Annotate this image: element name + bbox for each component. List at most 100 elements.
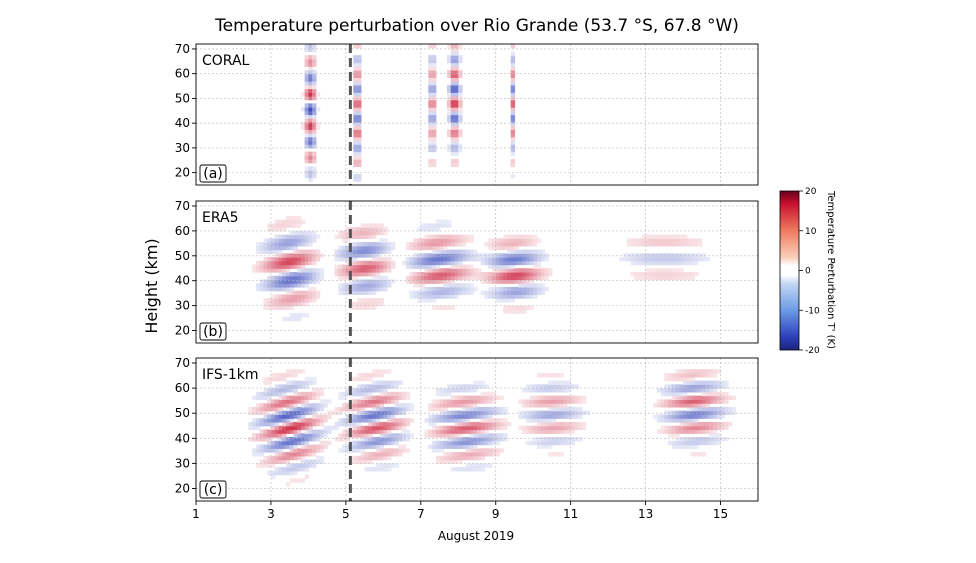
heatmap-cell xyxy=(372,227,377,232)
heatmap-cell xyxy=(499,298,504,303)
heatmap-cell xyxy=(683,388,688,393)
heatmap-cell xyxy=(375,452,381,457)
heatmap-cell xyxy=(263,286,268,292)
heatmap-cell xyxy=(454,151,459,156)
heatmap-cell xyxy=(443,388,448,393)
heatmap-cell xyxy=(319,272,324,277)
heatmap-cell xyxy=(267,403,272,408)
heatmap-cell xyxy=(447,238,452,243)
heatmap-cell xyxy=(267,421,272,427)
heatmap-cell xyxy=(447,99,452,104)
heatmap-cell xyxy=(503,406,508,412)
heatmap-cell xyxy=(252,437,257,442)
heatmap-cell xyxy=(447,257,452,262)
heatmap-cell xyxy=(454,140,459,145)
heatmap-cell xyxy=(368,452,373,457)
heatmap-cell xyxy=(379,223,384,228)
heatmap-cell xyxy=(668,272,673,277)
heatmap-cell xyxy=(282,452,287,457)
heatmap-cell xyxy=(544,257,549,262)
heatmap-cell xyxy=(312,84,317,90)
heatmap-cell xyxy=(432,425,437,431)
heatmap-cell xyxy=(705,425,710,431)
heatmap-cell xyxy=(312,58,317,64)
heatmap-cell xyxy=(499,410,504,416)
heatmap-cell xyxy=(514,234,519,239)
heatmap-cell xyxy=(409,406,414,412)
heatmap-cell xyxy=(465,410,471,416)
heatmap-cell xyxy=(503,272,508,277)
heatmap-cell xyxy=(458,69,463,75)
heatmap-cell xyxy=(720,391,725,397)
heatmap-cell xyxy=(675,275,680,281)
heatmap-cell xyxy=(683,380,688,385)
heatmap-cell xyxy=(491,260,497,266)
heatmap-cell xyxy=(450,110,456,116)
heatmap-cell xyxy=(450,418,456,423)
heatmap-cell xyxy=(465,418,471,423)
heatmap-cell xyxy=(518,283,523,288)
heatmap-cell xyxy=(690,253,695,258)
heatmap-cell xyxy=(334,425,339,431)
heatmap-cell xyxy=(312,410,317,416)
heatmap-cell xyxy=(454,440,459,446)
heatmap-cell xyxy=(454,437,459,442)
heatmap-cell xyxy=(447,92,452,97)
heatmap-cell xyxy=(683,410,688,416)
heatmap-cell xyxy=(297,268,302,273)
heatmap-cell xyxy=(300,268,306,273)
heatmap-cell xyxy=(383,440,388,446)
heatmap-cell xyxy=(668,399,673,404)
heatmap-cell xyxy=(368,227,373,232)
heatmap-cell xyxy=(428,290,433,296)
heatmap-cell xyxy=(454,384,459,389)
heatmap-cell xyxy=(353,272,358,277)
heatmap-cell xyxy=(297,298,302,303)
heatmap-cell xyxy=(518,253,523,258)
heatmap-cell xyxy=(360,230,366,236)
heatmap-cell xyxy=(274,448,280,453)
heatmap-cell xyxy=(285,242,291,247)
heatmap-cell xyxy=(510,58,516,64)
heatmap-cell xyxy=(664,272,669,277)
heatmap-cell xyxy=(428,88,433,93)
heatmap-cell xyxy=(315,279,321,284)
heatmap-cell xyxy=(495,437,501,442)
heatmap-cell xyxy=(499,268,504,273)
heatmap-cell xyxy=(435,219,441,225)
heatmap-cell xyxy=(357,279,362,284)
heatmap-cell xyxy=(270,238,276,243)
heatmap-cell xyxy=(308,81,313,86)
heatmap-cell xyxy=(458,118,463,123)
heatmap-cell xyxy=(660,234,665,239)
heatmap-cell xyxy=(495,298,501,303)
heatmap-cell xyxy=(458,440,463,446)
heatmap-cell xyxy=(510,298,516,303)
heatmap-cell xyxy=(439,290,444,296)
heatmap-cell xyxy=(297,230,302,236)
heatmap-cell xyxy=(345,418,351,423)
heatmap-cell xyxy=(285,395,291,400)
heatmap-cell xyxy=(671,395,677,400)
heatmap-cell xyxy=(465,275,471,281)
heatmap-cell xyxy=(544,286,549,292)
heatmap-cell xyxy=(683,418,688,423)
heatmap-cell xyxy=(671,234,677,239)
heatmap-cell xyxy=(278,467,283,472)
heatmap-cell xyxy=(671,388,677,393)
heatmap-cell xyxy=(420,283,426,288)
heatmap-cell xyxy=(289,223,295,228)
heatmap-cell xyxy=(360,253,366,258)
heatmap-cell xyxy=(278,470,283,476)
heatmap-cell xyxy=(521,414,527,419)
heatmap-cell xyxy=(664,418,669,423)
heatmap-cell xyxy=(424,260,429,266)
heatmap-cell xyxy=(383,399,388,404)
heatmap-cell xyxy=(368,305,373,310)
heatmap-cell xyxy=(387,268,392,273)
heatmap-cell xyxy=(477,440,482,446)
heatmap-cell xyxy=(705,421,710,427)
heatmap-cell xyxy=(454,399,459,404)
heatmap-cell xyxy=(428,84,433,90)
heatmap-cell xyxy=(312,403,317,408)
